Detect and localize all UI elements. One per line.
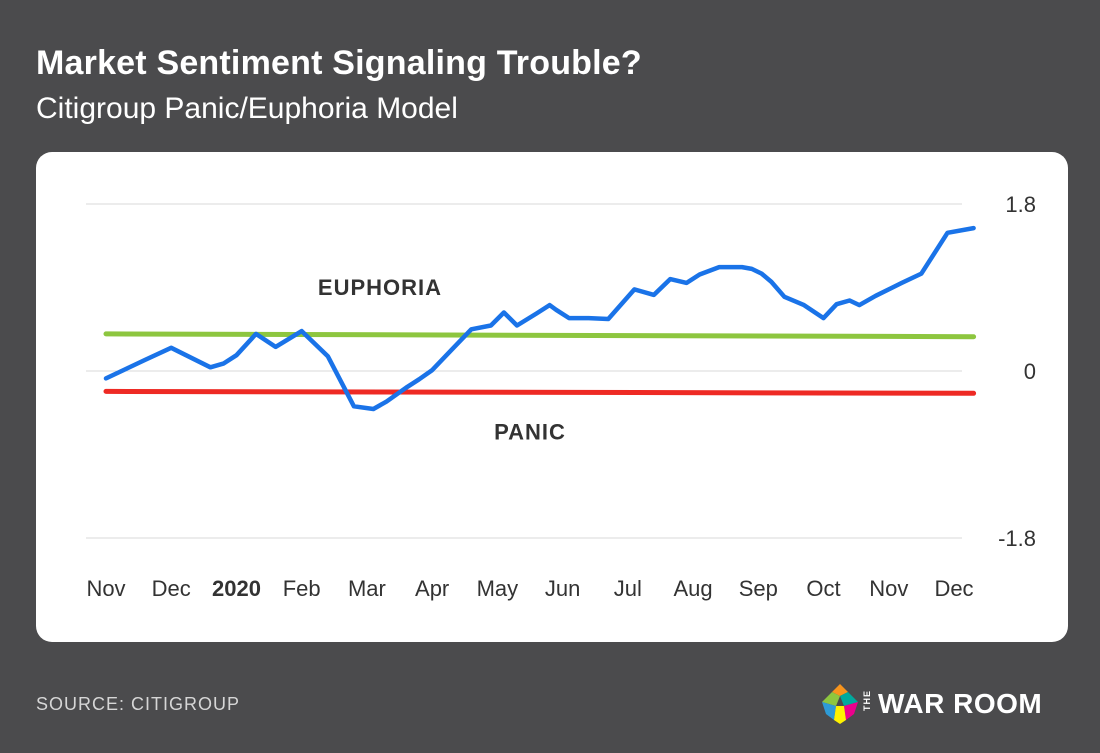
- chart-card: 1.8 0 -1.8 Nov Dec 2020 Feb Mar Apr May Jun Jul Aug S…: [36, 152, 1068, 642]
- x-tick-label: Mar: [348, 576, 386, 601]
- x-tick-label: Jun: [545, 576, 580, 601]
- x-tick-label: Dec: [152, 576, 191, 601]
- chart-subtitle: Citigroup Panic/Euphoria Model: [36, 92, 458, 125]
- x-tick-label: Sep: [739, 576, 778, 601]
- euphoria-label: EUPHORIA: [318, 275, 442, 300]
- x-tick-label: Nov: [86, 576, 125, 601]
- brand-name: WAR ROOM: [878, 688, 1043, 719]
- euphoria-threshold-line: [103, 331, 977, 340]
- line-chart: 1.8 0 -1.8 Nov Dec 2020 Feb Mar Apr May Jun Jul Aug S…: [86, 192, 1036, 601]
- source-note: SOURCE: CITIGROUP: [36, 694, 241, 714]
- x-tick-label: Feb: [283, 576, 321, 601]
- x-tick-label: Jul: [614, 576, 642, 601]
- x-tick-label: Aug: [673, 576, 712, 601]
- x-tick-label: 2020: [212, 576, 261, 601]
- brand-logo: THE WAR ROOM: [818, 682, 1080, 726]
- sentiment-line: [103, 225, 976, 412]
- y-tick-label: 1.8: [1005, 192, 1036, 217]
- chart-title: Market Sentiment Signaling Trouble?: [36, 44, 642, 82]
- panic-label: PANIC: [494, 420, 566, 445]
- brand-prefix: THE: [862, 690, 872, 711]
- x-tick-label: May: [477, 576, 519, 601]
- x-tick-label: Nov: [869, 576, 908, 601]
- x-tick-label: Apr: [415, 576, 449, 601]
- panic-threshold-line: [103, 388, 977, 396]
- x-tick-label: Oct: [806, 576, 840, 601]
- y-tick-label: -1.8: [998, 526, 1036, 551]
- x-tick-label: Dec: [934, 576, 973, 601]
- y-tick-label: 0: [1024, 359, 1036, 384]
- war-room-logo-icon: [822, 684, 858, 724]
